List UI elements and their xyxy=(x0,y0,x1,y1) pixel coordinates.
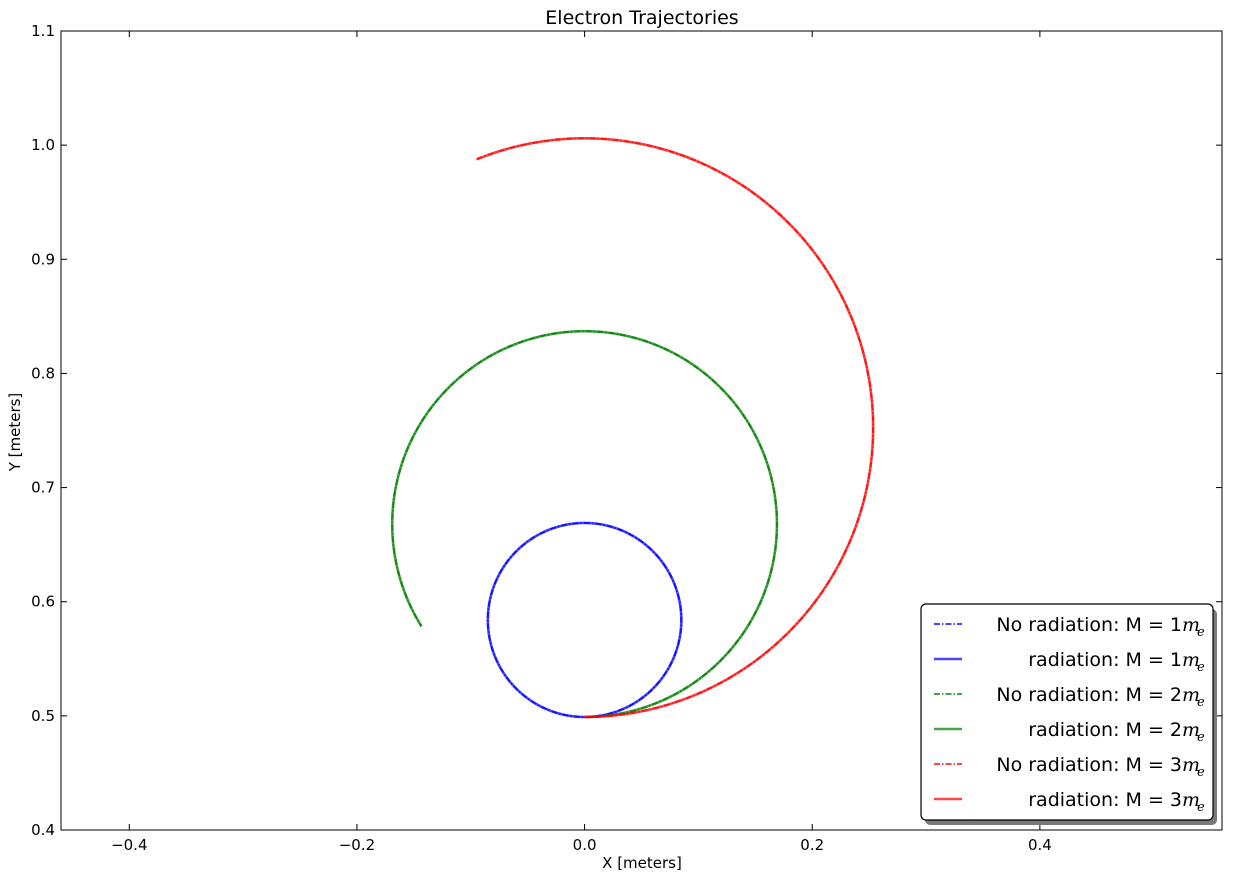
legend-mass-symbol: m xyxy=(1182,719,1200,741)
legend-mass-subscript: e xyxy=(1197,695,1205,710)
tick-marks xyxy=(61,30,1222,831)
legend-label-6: radiation: M = 3 xyxy=(1028,789,1182,811)
legend-mass-subscript: e xyxy=(1197,800,1205,815)
series-line-4 xyxy=(390,329,779,719)
y-tick-label: 0.7 xyxy=(31,479,55,497)
legend-label-1: No radiation: M = 1 xyxy=(996,614,1182,636)
x-tick-label: 0.2 xyxy=(800,836,824,854)
legend-mass-symbol: m xyxy=(1182,754,1200,776)
legend-mass-symbol: m xyxy=(1182,789,1200,811)
y-tick-label: 1.0 xyxy=(31,136,55,154)
y-tick-label: 0.8 xyxy=(31,364,55,382)
x-axis-label: X [meters] xyxy=(602,854,682,872)
plot-area xyxy=(390,136,875,719)
legend-box xyxy=(920,603,1214,821)
legend-mass-symbol: m xyxy=(1182,684,1200,706)
y-tick-label: 1.1 xyxy=(31,22,55,40)
legend-label-3: No radiation: M = 2 xyxy=(996,684,1182,706)
legend-mass-symbol: m xyxy=(1182,649,1200,671)
x-tick-label: 0.0 xyxy=(573,836,597,854)
legend-mass-subscript: e xyxy=(1197,765,1205,780)
series-line-2 xyxy=(486,521,683,719)
y-axis-label: Y [meters] xyxy=(6,393,24,473)
chart-title: Electron Trajectories xyxy=(545,7,738,29)
x-tick-label: −0.4 xyxy=(111,836,147,854)
legend-mass-subscript: e xyxy=(1197,730,1205,745)
axes-frame xyxy=(60,30,1223,831)
y-tick-label: 0.9 xyxy=(31,250,55,268)
legend-label-4: radiation: M = 2 xyxy=(1028,719,1182,741)
legend-label-2: radiation: M = 1 xyxy=(1028,649,1182,671)
y-tick-label: 0.6 xyxy=(31,593,55,611)
legend-mass-symbol: m xyxy=(1182,614,1200,636)
legend-mass-subscript: e xyxy=(1197,660,1205,675)
y-tick-label: 0.5 xyxy=(31,707,55,725)
series-line-6 xyxy=(476,136,875,719)
y-tick-label: 0.4 xyxy=(31,821,55,839)
x-tick-label: 0.4 xyxy=(1028,836,1052,854)
x-tick-label: −0.2 xyxy=(339,836,375,854)
tick-labels: −0.4 −0.2 0.0 0.2 0.4 0.4 0.5 0.6 0.7 0.8 0.9 1.0 1.… xyxy=(31,22,1052,854)
legend-mass-subscript: e xyxy=(1197,625,1205,640)
legend-label-5: No radiation: M = 3 xyxy=(996,754,1182,776)
